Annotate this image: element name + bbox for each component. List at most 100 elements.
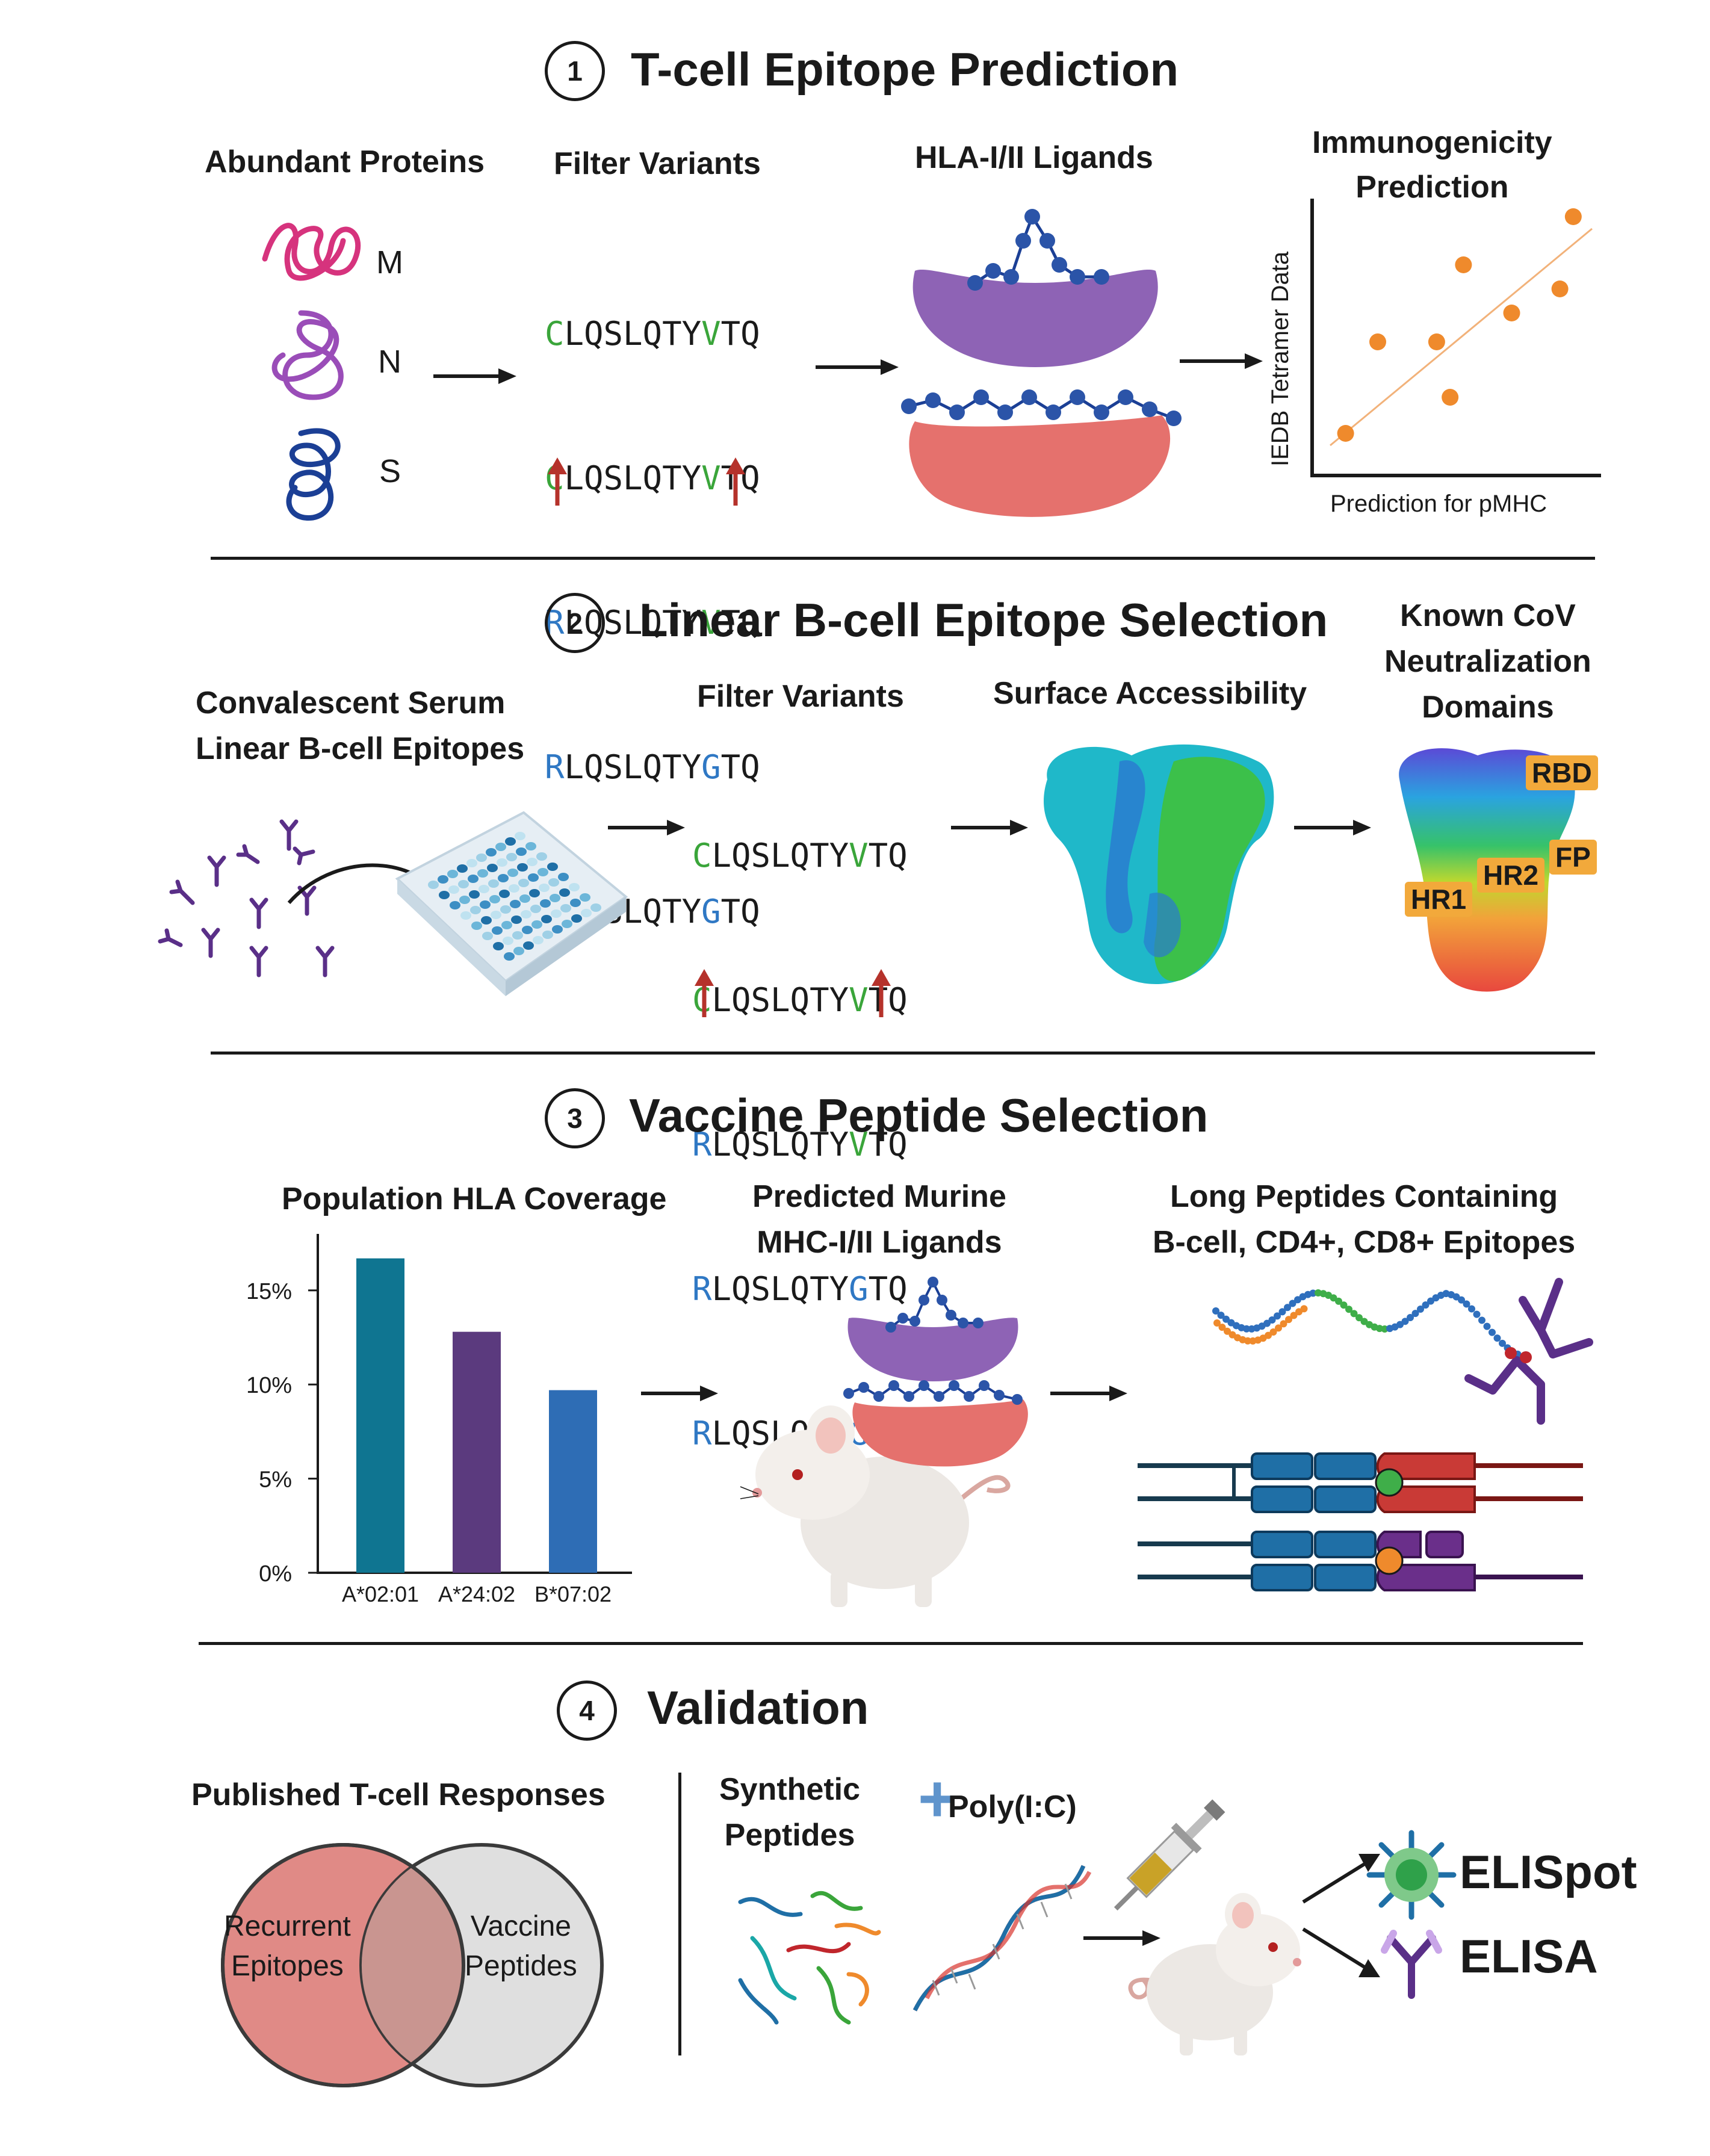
variant-sequences-2: CLQSLQTYVTQ CLQSLQTYVTQ RLQSLQTYVTQ RLQS…	[692, 736, 908, 1506]
well	[471, 922, 482, 930]
x-tick-label: A*02:01	[342, 1582, 419, 1606]
well	[498, 874, 509, 882]
well	[506, 853, 517, 861]
bar	[549, 1390, 597, 1573]
hla-ligands-label: HLA-I/II Ligands	[915, 140, 1153, 175]
well	[493, 942, 504, 950]
peptide-bead	[1489, 1328, 1496, 1336]
domain-tag-hr1: HR1	[1405, 882, 1473, 917]
peptide-bead	[1290, 1312, 1298, 1319]
poly-ic-label: Poly(I:C)	[948, 1789, 1077, 1824]
peptide-bead	[1300, 1305, 1308, 1313]
serum-label: Convalescent Serum Linear B-cell Epitopes	[196, 686, 525, 766]
well	[569, 883, 580, 891]
elisa-label: ELISA	[1460, 1930, 1598, 1983]
well	[503, 937, 513, 945]
domain-tag-hr2: HR2	[1477, 858, 1545, 893]
well	[539, 884, 550, 892]
well	[548, 878, 559, 887]
peptide-bead	[1268, 1316, 1276, 1324]
peptide-bead	[1218, 1324, 1226, 1331]
well	[509, 884, 519, 893]
well	[529, 889, 540, 897]
well	[489, 895, 500, 903]
well	[541, 915, 552, 923]
peptide-bead	[1458, 1296, 1465, 1304]
well	[517, 863, 528, 872]
well	[536, 852, 547, 861]
peptide-bead	[1330, 1294, 1337, 1302]
well	[522, 926, 533, 934]
immunogenicity-label: Immunogenicity Prediction	[1312, 125, 1552, 205]
scatter-point	[1551, 280, 1569, 297]
peptide-bead	[1422, 1301, 1430, 1309]
peptide-bead	[1345, 1306, 1352, 1313]
well	[448, 885, 459, 894]
section-3-title: Vaccine Peptide Selection	[629, 1089, 1209, 1142]
well	[468, 875, 479, 883]
peptide-bead	[1355, 1314, 1363, 1322]
sequence-row: RLQSLQTYGTQ	[545, 748, 760, 786]
scatter-point	[1503, 305, 1520, 321]
well	[438, 875, 448, 884]
protein-n-label: N	[378, 344, 401, 380]
divider	[211, 557, 1595, 560]
scatter-x-axis-label: Prediction for pMHC	[1330, 491, 1547, 517]
venn-left-label: Recurrent Epitopes	[224, 1910, 351, 1982]
protein-s-icon	[286, 428, 341, 521]
known-domains-label: Known CoV Neutralization Domains	[1384, 598, 1591, 725]
scatter-point	[1442, 389, 1459, 406]
mhc-class-ii-icon	[901, 389, 1182, 517]
section-1-number: 1	[545, 41, 605, 101]
well	[512, 931, 523, 940]
mhc-class-i-icon	[912, 209, 1158, 367]
well	[525, 842, 536, 850]
well	[499, 890, 510, 898]
domain-tag-fp: FP	[1549, 840, 1597, 875]
section-3-number: 3	[545, 1088, 605, 1148]
well	[491, 911, 501, 919]
section-4-number: 4	[557, 1681, 617, 1741]
arrow-right-icon	[1294, 820, 1371, 835]
peptide-bead	[1217, 1312, 1225, 1319]
protein-m-icon	[262, 223, 361, 281]
sequence-row: CLQSLQTYVTQ	[692, 837, 908, 875]
well	[580, 893, 590, 902]
arrow-right-icon	[608, 820, 685, 835]
mouse-icon	[1128, 1893, 1301, 2055]
long-peptides-label: Long Peptides Containing B-cell, CD4+, CD…	[1153, 1179, 1576, 1260]
well	[519, 894, 530, 903]
red-arrow-up-icon	[872, 969, 891, 1017]
well	[447, 870, 458, 878]
sequence-row: CLQSLQTYVTQ	[545, 459, 760, 497]
well	[521, 910, 531, 918]
peptide-bead	[1473, 1310, 1481, 1318]
well	[515, 832, 525, 840]
well	[488, 879, 499, 888]
long-peptide-icon	[1212, 1278, 1593, 1425]
well	[550, 894, 560, 902]
peptide-bead	[1478, 1316, 1485, 1324]
spike-protein-structure-icon	[1044, 744, 1274, 984]
scatter-point	[1428, 333, 1445, 350]
well	[513, 947, 524, 955]
peptide-bead	[1222, 1315, 1230, 1323]
well	[581, 909, 592, 917]
well	[486, 848, 497, 857]
arrow-right-icon	[951, 820, 1028, 835]
bar	[356, 1258, 404, 1573]
immunogenicity-scatter-chart: IEDB Tetramer Data Prediction for pMHC	[1267, 199, 1601, 517]
y-tick-label: 5%	[259, 1467, 292, 1493]
scatter-point	[1564, 208, 1582, 225]
peptide-bead	[1213, 1319, 1221, 1327]
well	[558, 873, 569, 881]
well	[570, 899, 581, 907]
arrow-right-icon	[641, 1386, 718, 1401]
scatter-point	[1455, 256, 1472, 273]
well	[523, 941, 534, 950]
published-responses-label: Published T-cell Responses	[191, 1777, 606, 1812]
venn-diagram	[221, 1843, 604, 2087]
protein-s-label: S	[379, 453, 401, 489]
well	[480, 900, 491, 909]
peptide-bead	[1401, 1318, 1409, 1325]
